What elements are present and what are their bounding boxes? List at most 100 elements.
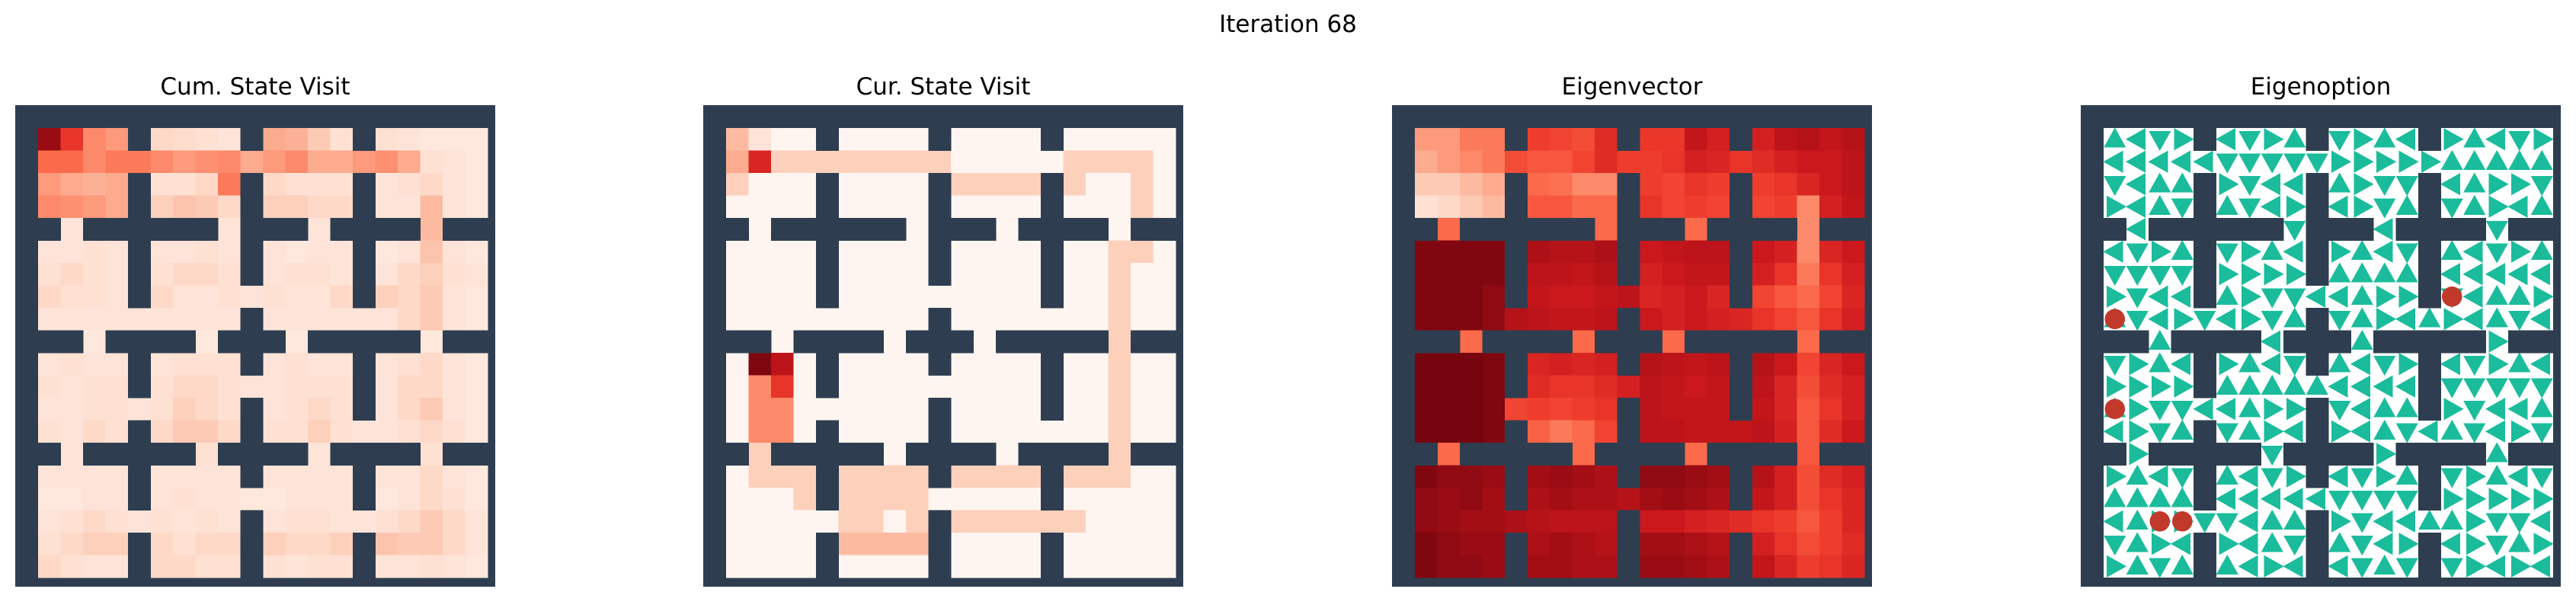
policy-arrow: [2395, 423, 2418, 443]
heatmap-cell: [1707, 375, 1730, 399]
heatmap-cell: [1505, 510, 1528, 533]
wall-cell: [2194, 173, 2216, 196]
heatmap-cell: [1685, 555, 1707, 578]
wall-cell: [816, 240, 839, 264]
heatmap-cell: [1572, 398, 1595, 421]
policy-arrow: [2238, 465, 2258, 488]
heatmap-cell: [1437, 173, 1461, 196]
heatmap-cell: [1063, 128, 1086, 151]
wall-cell: [2418, 443, 2441, 466]
heatmap-cell: [105, 240, 129, 264]
heatmap-cell: [996, 353, 1019, 376]
heatmap-cell: [748, 128, 772, 151]
heatmap-cell: [60, 420, 84, 443]
heatmap-cell: [861, 263, 884, 286]
wall-cell: [816, 353, 839, 376]
heatmap-cell: [793, 555, 817, 578]
policy-arrow: [2488, 173, 2509, 196]
wall-cell: [838, 218, 862, 241]
heatmap-cell: [793, 128, 817, 151]
policy-arrow: [2261, 446, 2283, 466]
heatmap-cell: [1730, 420, 1752, 443]
heatmap-cell: [1617, 375, 1640, 399]
heatmap-cell: [1482, 420, 1506, 443]
heatmap-cell: [793, 263, 817, 286]
wall-cell: [1460, 443, 1483, 466]
heatmap-cell: [1482, 263, 1506, 286]
heatmap-cell: [838, 308, 862, 331]
wall-cell: [793, 330, 817, 354]
heatmap-cell: [1415, 420, 1438, 443]
heatmap-cell: [1505, 398, 1528, 421]
heatmap-cell: [861, 375, 884, 399]
wall-cell: [1640, 330, 1662, 354]
heatmap-cell: [443, 375, 466, 399]
policy-arrow: [2107, 555, 2127, 578]
heatmap-cell: [398, 510, 421, 533]
wall-cell: [1774, 218, 1797, 241]
heatmap-cell: [1550, 375, 1573, 399]
panel-title: Cum. State Visit: [160, 73, 350, 101]
wall-cell: [1617, 533, 1640, 555]
wall-cell: [2306, 263, 2329, 286]
heatmap-cell: [308, 398, 331, 421]
wall-cell: [1041, 353, 1064, 376]
heatmap-cell: [1752, 353, 1775, 376]
policy-arrow: [2104, 536, 2126, 556]
heatmap-cell: [1086, 353, 1109, 376]
heatmap-cell: [1640, 150, 1662, 174]
heatmap-cell: [38, 128, 61, 151]
policy-arrow: [2264, 420, 2284, 443]
wall-cell: [1527, 443, 1550, 466]
heatmap-cell: [1460, 150, 1483, 174]
heatmap-cell: [1018, 375, 1042, 399]
heatmap-cell: [748, 510, 772, 533]
heatmap-cell: [1707, 555, 1730, 578]
wall-cell: [816, 128, 839, 151]
heatmap-cell: [996, 195, 1019, 219]
heatmap-cell: [375, 285, 398, 309]
heatmap-cell: [1415, 510, 1438, 533]
heatmap-cell: [1086, 150, 1109, 174]
heatmap-cell: [1527, 420, 1550, 443]
heatmap-cell: [1662, 128, 1685, 151]
heatmap-cell: [443, 195, 466, 219]
heatmap-cell: [1640, 353, 1662, 376]
wall-cell: [2418, 353, 2441, 376]
heatmap-cell: [285, 308, 309, 331]
heatmap-cell: [996, 465, 1019, 488]
heatmap-cell: [906, 353, 929, 376]
heatmap-cell: [1819, 128, 1842, 151]
heatmap-cell: [883, 173, 907, 196]
heatmap-cell: [883, 240, 907, 264]
wall-cell: [128, 128, 151, 151]
heatmap-cell: [861, 285, 884, 309]
wall-cell: [1460, 218, 1483, 241]
heatmap-cell: [38, 285, 61, 309]
wall-cell: [240, 173, 264, 196]
policy-arrow: [2238, 198, 2261, 219]
heatmap-cell: [1572, 533, 1595, 555]
heatmap-cell: [793, 375, 817, 399]
policy-arrow: [2511, 240, 2532, 263]
heatmap-cell: [1153, 555, 1176, 578]
wall-cell: [1752, 218, 1775, 241]
policy-arrow: [2511, 173, 2532, 196]
heatmap-cell: [1460, 465, 1483, 488]
heatmap-cell: [38, 240, 61, 264]
heatmap-cell: [1153, 533, 1176, 555]
heatmap-cell: [83, 308, 106, 331]
wall-cell: [1041, 555, 1064, 578]
heatmap-cell: [60, 488, 84, 511]
wall-cell: [173, 330, 196, 354]
wall-cell: [816, 263, 839, 286]
wall-cell: [353, 375, 376, 399]
policy-arrow: [2507, 465, 2528, 488]
heatmap-cell: [816, 510, 839, 533]
panel-title: Cur. State Visit: [856, 73, 1031, 101]
heatmap-cell: [1437, 240, 1461, 264]
heatmap-cell: [353, 308, 376, 331]
wall-cell: [928, 420, 952, 443]
heatmap-cell: [308, 263, 331, 286]
heatmap-cell: [150, 308, 174, 331]
